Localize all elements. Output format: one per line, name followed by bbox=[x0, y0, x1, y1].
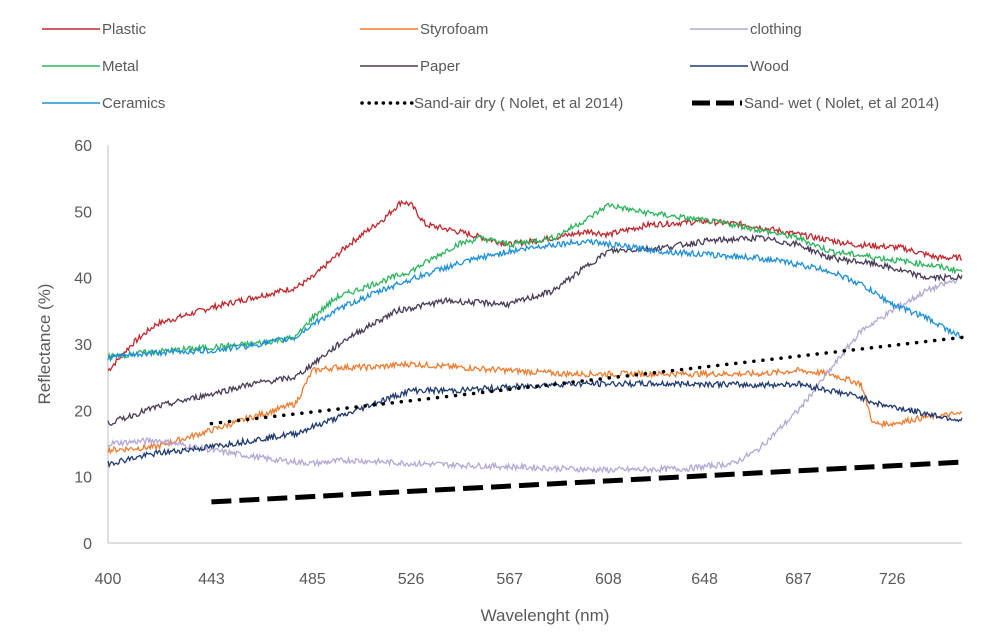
series-line-6 bbox=[107, 378, 963, 469]
legend-label-1: Plastic bbox=[102, 21, 147, 38]
x-tick-label: 608 bbox=[595, 571, 622, 588]
series-line-7 bbox=[107, 237, 963, 363]
series-line-1 bbox=[107, 199, 963, 372]
y-tick-label: 50 bbox=[74, 204, 92, 221]
y-tick-label: 20 bbox=[74, 403, 92, 420]
x-tick-label: 443 bbox=[198, 571, 225, 588]
legend-label-7: Ceramics bbox=[102, 95, 165, 112]
legend-label-5: Paper bbox=[420, 58, 460, 75]
series-line-9 bbox=[211, 459, 963, 505]
legend-label-9: Sand- wet ( Nolet, et al 2014) bbox=[744, 95, 939, 112]
y-tick-label: 0 bbox=[83, 536, 92, 553]
legend: Plastic Styrofoam clothing Metal Paper Wood Ce… bbox=[42, 21, 939, 112]
series-line-5 bbox=[107, 233, 963, 426]
legend-label-8: Sand-air dry ( Nolet, et al 2014) bbox=[414, 95, 623, 112]
x-tick-label: 526 bbox=[398, 571, 425, 588]
y-axis-ticks: 0 10 20 30 40 50 60 bbox=[74, 138, 92, 553]
x-axis-ticks: 400 443 485 526 567 608 648 687 726 bbox=[95, 571, 906, 588]
y-tick-label: 40 bbox=[74, 271, 92, 288]
legend-label-3: clothing bbox=[750, 21, 802, 38]
series-line-3 bbox=[107, 275, 963, 474]
x-tick-label: 687 bbox=[785, 571, 812, 588]
x-tick-label: 726 bbox=[879, 571, 906, 588]
y-tick-label: 10 bbox=[74, 470, 92, 487]
x-axis-title: Wavelenght (nm) bbox=[481, 606, 610, 625]
plot-series bbox=[107, 199, 964, 505]
y-tick-label: 30 bbox=[74, 337, 92, 354]
x-tick-label: 400 bbox=[95, 571, 122, 588]
series-line-8 bbox=[209, 335, 964, 426]
x-tick-label: 648 bbox=[691, 571, 718, 588]
legend-label-4: Metal bbox=[102, 58, 139, 75]
legend-label-6: Wood bbox=[750, 58, 789, 75]
legend-label-2: Styrofoam bbox=[420, 21, 488, 38]
series-line-2 bbox=[107, 359, 963, 455]
y-axis-title: Reflectance (%) bbox=[35, 284, 54, 405]
x-tick-label: 485 bbox=[299, 571, 326, 588]
y-tick-label: 60 bbox=[74, 138, 92, 155]
series-line-4 bbox=[107, 202, 963, 361]
x-tick-label: 567 bbox=[496, 571, 523, 588]
